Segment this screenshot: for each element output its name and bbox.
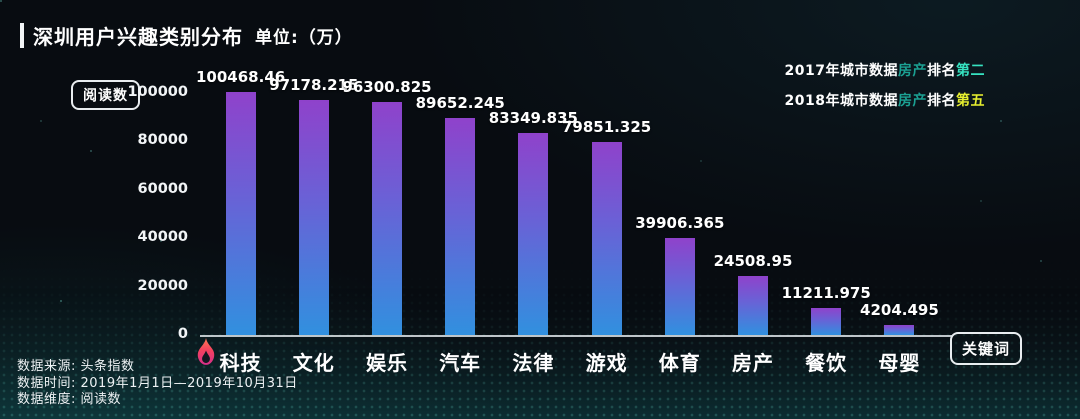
- bar-房产: [738, 276, 768, 335]
- x-axis-line: [200, 335, 953, 337]
- bar-value-label: 97178.215: [269, 76, 359, 94]
- category-label-科技: 科技: [197, 338, 262, 376]
- y-axis-label-badge: 阅读数: [71, 80, 140, 110]
- bar-体育: [664, 238, 695, 335]
- unit-label: 单位:（万）: [255, 28, 353, 48]
- bar-value-label: 89652.245: [415, 94, 505, 112]
- title-accent-bar: [20, 23, 24, 48]
- bar-母婴: [884, 325, 915, 335]
- category-label-汽车: 汽车: [439, 351, 482, 375]
- y-tick-label: 80000: [137, 132, 188, 149]
- y-tick-label: 60000: [137, 180, 188, 197]
- x-axis-label-badge: 关键词: [950, 332, 1023, 365]
- category-label-娱乐: 娱乐: [366, 351, 408, 375]
- category-label-体育: 体育: [658, 351, 701, 375]
- y-tick-label: 20000: [137, 277, 188, 294]
- bar-value-label: 4204.495: [860, 301, 939, 319]
- bar-法律: [518, 133, 549, 335]
- category-label-文化: 文化: [292, 351, 335, 375]
- y-tick-label: 0: [177, 326, 188, 342]
- bar-value-label: 83349.835: [488, 109, 578, 127]
- speck-decoration: [0, 0, 2, 2]
- bar-value-label: 39906.365: [635, 214, 725, 232]
- bar-value-label: 11211.975: [781, 284, 871, 302]
- bar-value-label: 79851.325: [561, 118, 652, 136]
- bar-value-label: 96300.825: [342, 78, 432, 96]
- category-label-法律: 法律: [512, 351, 555, 375]
- page-title: 深圳用户兴趣类别分布: [33, 25, 243, 49]
- bar-餐饮: [811, 308, 842, 335]
- bar-汽车: [445, 118, 476, 335]
- data-source-footer: 数据来源: 头条指数 数据时间: 2019年1月1日—2019年10月31日 数据维…: [17, 359, 298, 409]
- bar-科技: [225, 92, 256, 335]
- footer-line: 数据来源: 头条指数: [17, 359, 135, 374]
- ranking-annotation-line: 2017年城市数据房产排名第二: [784, 63, 985, 79]
- ranking-annotation-line: 2018年城市数据房产排名第五: [784, 93, 985, 109]
- y-tick-label: 100000: [127, 84, 188, 100]
- category-label-游戏: 游戏: [585, 351, 628, 375]
- footer-line: 数据维度: 阅读数: [17, 392, 122, 407]
- bar-娱乐: [372, 102, 402, 335]
- category-label-母婴: 母婴: [878, 351, 921, 375]
- bar-游戏: [591, 142, 622, 335]
- y-tick-label: 40000: [137, 229, 188, 246]
- bar-value-label: 24508.95: [713, 252, 793, 270]
- flame-icon: [194, 337, 218, 370]
- ranking-annotations: 2017年城市数据房产排名第二 2018年城市数据房产排名第五: [785, 56, 985, 116]
- bar-文化: [298, 100, 329, 335]
- bar-value-label: 100468.46: [195, 68, 286, 86]
- chart-plot-area: 100468.46 97178.215 96300.825 89652.245 8334…: [196, 0, 939, 335]
- category-label-餐饮: 餐饮: [805, 351, 848, 375]
- category-label-房产: 房产: [732, 351, 774, 375]
- footer-line: 数据时间: 2019年1月1日—2019年10月31日: [17, 375, 298, 391]
